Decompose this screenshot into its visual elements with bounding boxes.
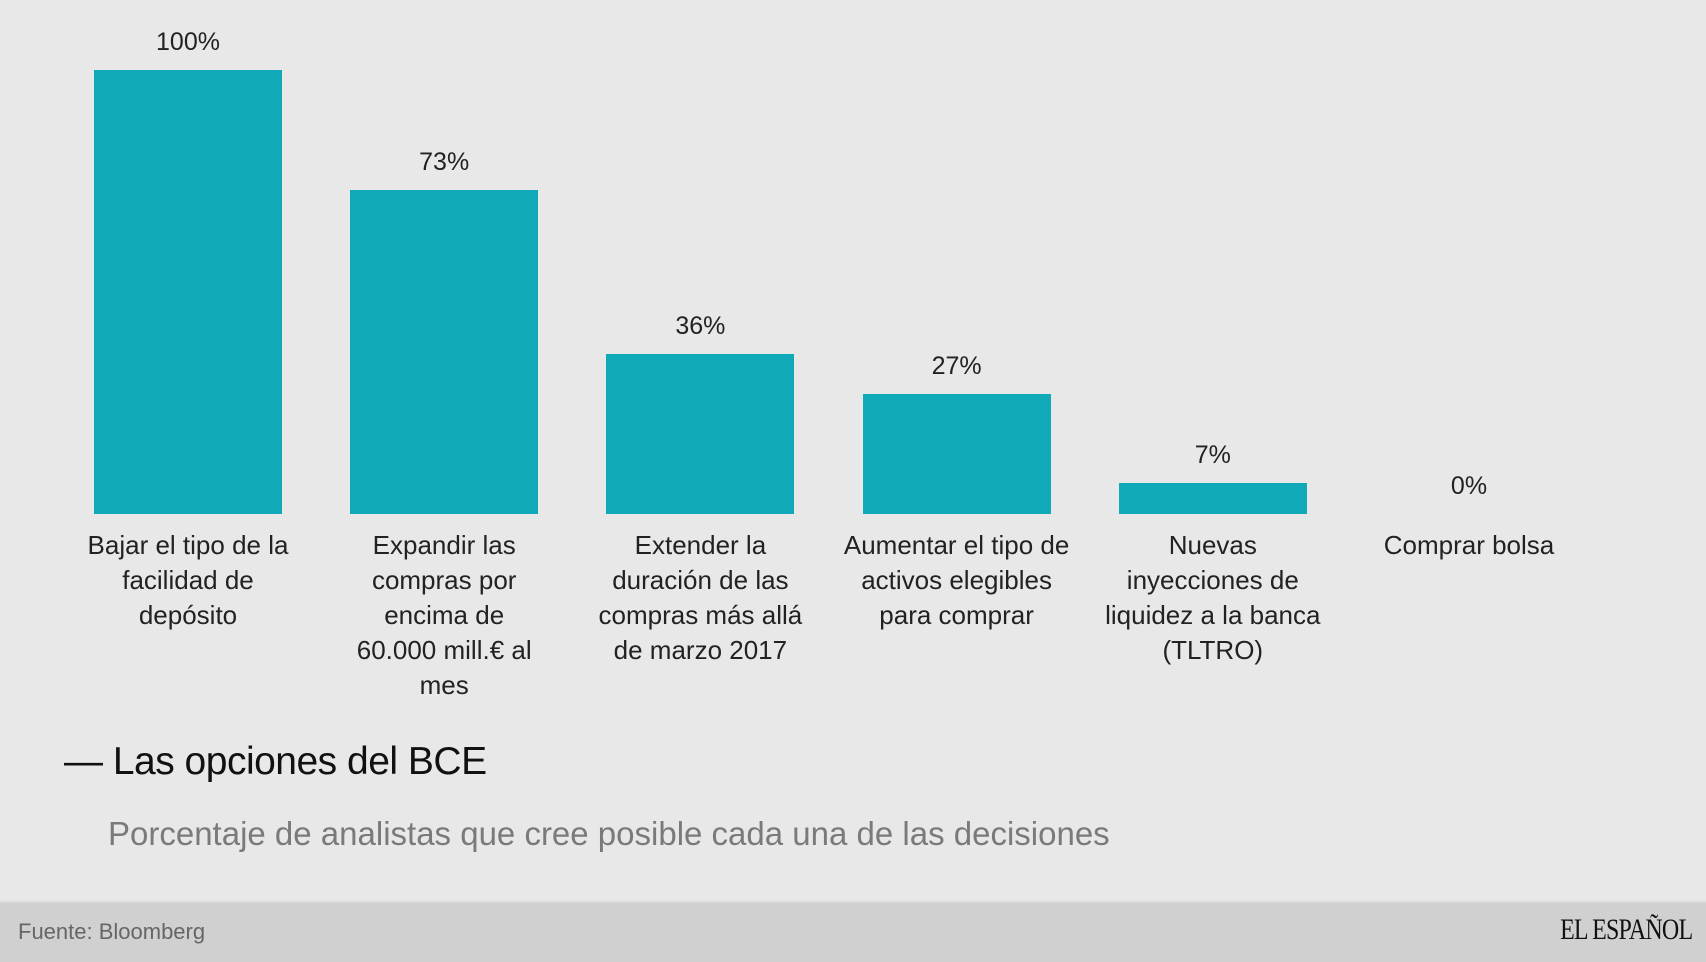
value-label: 100% [156,28,220,56]
chart-title: — Las opciones del BCE [64,740,487,783]
category-label: Nuevas inyecciones de liquidez a la banc… [1105,530,1321,665]
category-label: Extender la duración de las compras más … [598,530,803,665]
value-label: 0% [1450,472,1488,500]
category-label: Bajar el tipo de la facilidad de depósit… [87,530,289,630]
el-espanol-logo: EL ESPAÑOL [1559,913,1693,946]
value-label: 36% [675,312,726,341]
bar [350,189,539,514]
bar [862,394,1051,514]
bar [94,70,282,514]
chart-subtitle: Porcentaje de analistas que cree posible… [108,815,1110,852]
category-label: Aumentar el tipo de activos elegibles pa… [843,530,1070,630]
value-label: 73% [419,147,470,176]
value-label: 7% [1194,440,1231,469]
bar-chart: 100% Bajar el tipo de la facilidad de dep… [87,28,1555,700]
category-label: Comprar bolsa [1383,530,1555,560]
category-label: Expandir las compras por encima de 60.00… [356,530,532,700]
footer: Fuente: Bloomberg EL ESPAÑOL [0,901,1706,962]
value-label: 27% [931,352,982,381]
bar [1118,482,1307,514]
bar [606,354,795,514]
source-text: Fuente: Bloomberg [18,919,206,944]
